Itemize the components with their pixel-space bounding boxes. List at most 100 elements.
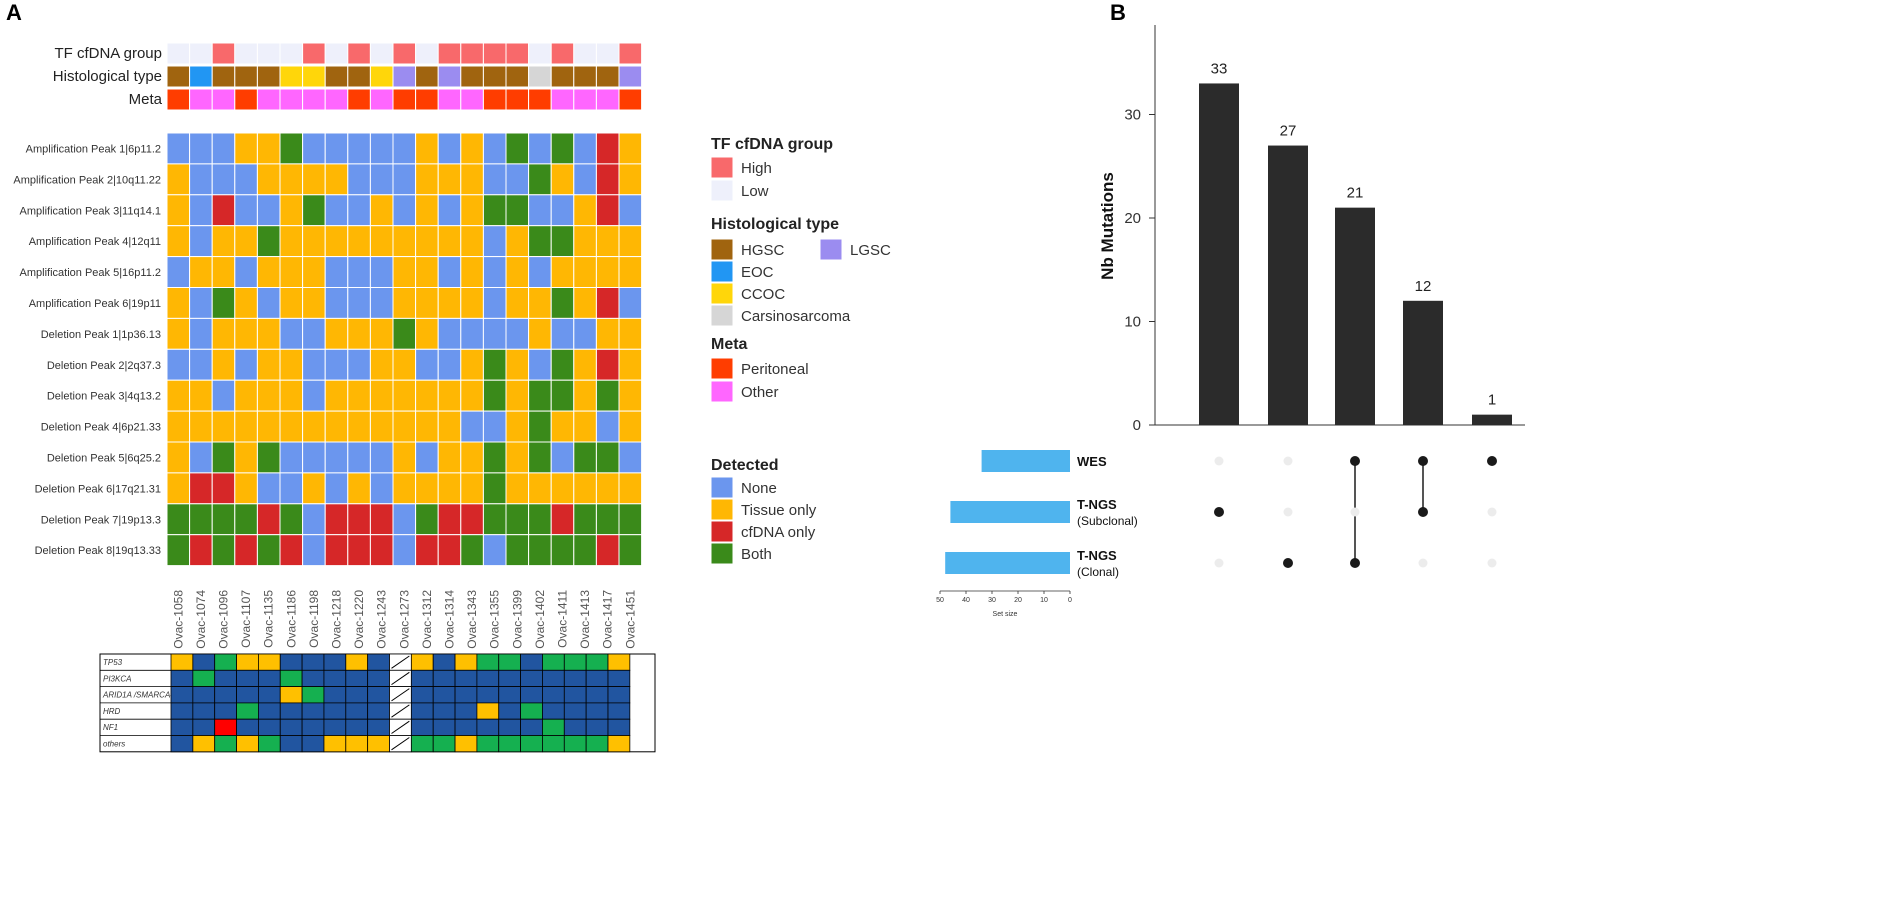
heatmap-cell [595, 534, 620, 567]
mutation-cell [432, 718, 456, 736]
heatmap-cell [595, 287, 620, 319]
heatmap-cell [528, 534, 552, 567]
heatmap-cell [573, 348, 597, 381]
heatmap-cell [392, 225, 417, 258]
heatmap-cell [302, 348, 326, 381]
heatmap-cell [279, 163, 304, 196]
heatmap-row-label: Amplification Peak 1|6p11.2 [26, 143, 161, 155]
heatmap-cell [234, 348, 258, 381]
annotation-cell [189, 42, 213, 65]
heatmap-cell [550, 472, 575, 505]
heatmap-cell [618, 287, 643, 319]
heatmap-cell [415, 194, 439, 227]
legend-swatch [819, 238, 843, 261]
heatmap-cell [505, 534, 530, 567]
annotation-cell [256, 88, 281, 111]
heatmap-cell [460, 163, 484, 196]
annotation-cell [460, 88, 484, 111]
mutation-cell [323, 718, 347, 736]
heatmap-cell [482, 441, 507, 474]
mutation-cell [279, 718, 303, 736]
heatmap-cell [437, 287, 462, 319]
heatmap-cell [166, 194, 191, 227]
annotation-cell [505, 88, 530, 111]
heatmap-cell [573, 132, 597, 165]
annotation-cell [279, 42, 304, 65]
heatmap-cell [482, 163, 507, 196]
heatmap-cell [550, 194, 575, 227]
set-name-label: WES [1077, 454, 1107, 469]
heatmap-cell [482, 472, 507, 505]
mutation-cell [170, 735, 194, 753]
heatmap-cell [166, 163, 191, 196]
heatmap-cell [392, 132, 417, 165]
heatmap-cell [573, 503, 597, 536]
mutation-cell [323, 735, 347, 753]
heatmap-cell [166, 534, 191, 567]
heatmap-cell [550, 287, 575, 319]
heatmap-cell [415, 287, 439, 319]
set-name-sublabel: (Clonal) [1077, 565, 1119, 579]
mutation-cell [236, 669, 259, 687]
heatmap-cell [528, 410, 552, 443]
bar [1199, 83, 1239, 425]
mutation-cell [520, 702, 543, 720]
legend-swatch [710, 498, 734, 521]
heatmap-cell [437, 410, 462, 443]
annotation-row-label: TF cfDNA group [54, 45, 162, 62]
matrix-dot-active [1350, 456, 1360, 466]
heatmap-cell [347, 503, 371, 536]
heatmap-cell [460, 348, 484, 381]
legend-swatch [710, 542, 734, 565]
sample-label: Ovac-1074 [194, 590, 208, 649]
heatmap-cell [415, 379, 439, 412]
heatmap-cell [415, 256, 439, 289]
mutation-cell [520, 718, 543, 736]
mutation-cell [214, 718, 237, 736]
heatmap-cell [437, 256, 462, 289]
matrix-dot-active [1487, 456, 1497, 466]
heatmap-cell [256, 256, 281, 289]
sample-label: Ovac-1411 [556, 590, 570, 648]
annotation-cell [347, 65, 371, 88]
annotation-cell [256, 65, 281, 88]
heatmap-row-label: Deletion Peak 6|17q21.31 [35, 483, 161, 495]
legend-label: None [741, 480, 777, 497]
annotation-cell [369, 42, 394, 65]
mutation-cell [607, 718, 631, 736]
mutation-cell [520, 669, 543, 687]
heatmap-row-label: Deletion Peak 4|6p21.33 [41, 422, 161, 434]
heatmap-row-label: Deletion Peak 5|6q25.2 [47, 452, 161, 464]
mutation-cell [432, 686, 456, 704]
heatmap-cell [347, 534, 371, 567]
heatmap-cell [482, 410, 507, 443]
mutation-cell [454, 669, 478, 687]
heatmap-cell [347, 194, 371, 227]
heatmap-cell [437, 194, 462, 227]
mutation-cell [607, 735, 631, 753]
mutation-cell [542, 718, 565, 736]
mutation-cell [410, 735, 434, 753]
heatmap-cell [505, 441, 530, 474]
heatmap-cell [256, 348, 281, 381]
set-name-label: T-NGS [1077, 497, 1117, 512]
legend: TF cfDNA group High Low Histological type HG… [710, 136, 891, 565]
set-axis-tick-label: 20 [1014, 597, 1022, 604]
mutation-cell [323, 669, 347, 687]
mutation-cell [170, 718, 194, 736]
heatmap-row-label: Deletion Peak 2|2q37.3 [47, 360, 161, 372]
heatmap-cell [302, 503, 326, 536]
heatmap-cell [392, 441, 417, 474]
mutation-cell [498, 735, 522, 753]
mutation-cell [563, 669, 587, 687]
upset-plot: 0 10 20 30 Nb Mutations 33 27 21 12 1 WES T-NGS (Sub… [936, 25, 1525, 618]
heatmap-cell [550, 441, 575, 474]
mutation-cell [236, 686, 259, 704]
sample-label: Ovac-1135 [262, 590, 276, 648]
heatmap-cell [324, 256, 349, 289]
mutation-cell [585, 702, 609, 720]
heatmap-cell [528, 472, 552, 505]
mutation-cell [323, 686, 347, 704]
heatmap-cell [234, 379, 258, 412]
